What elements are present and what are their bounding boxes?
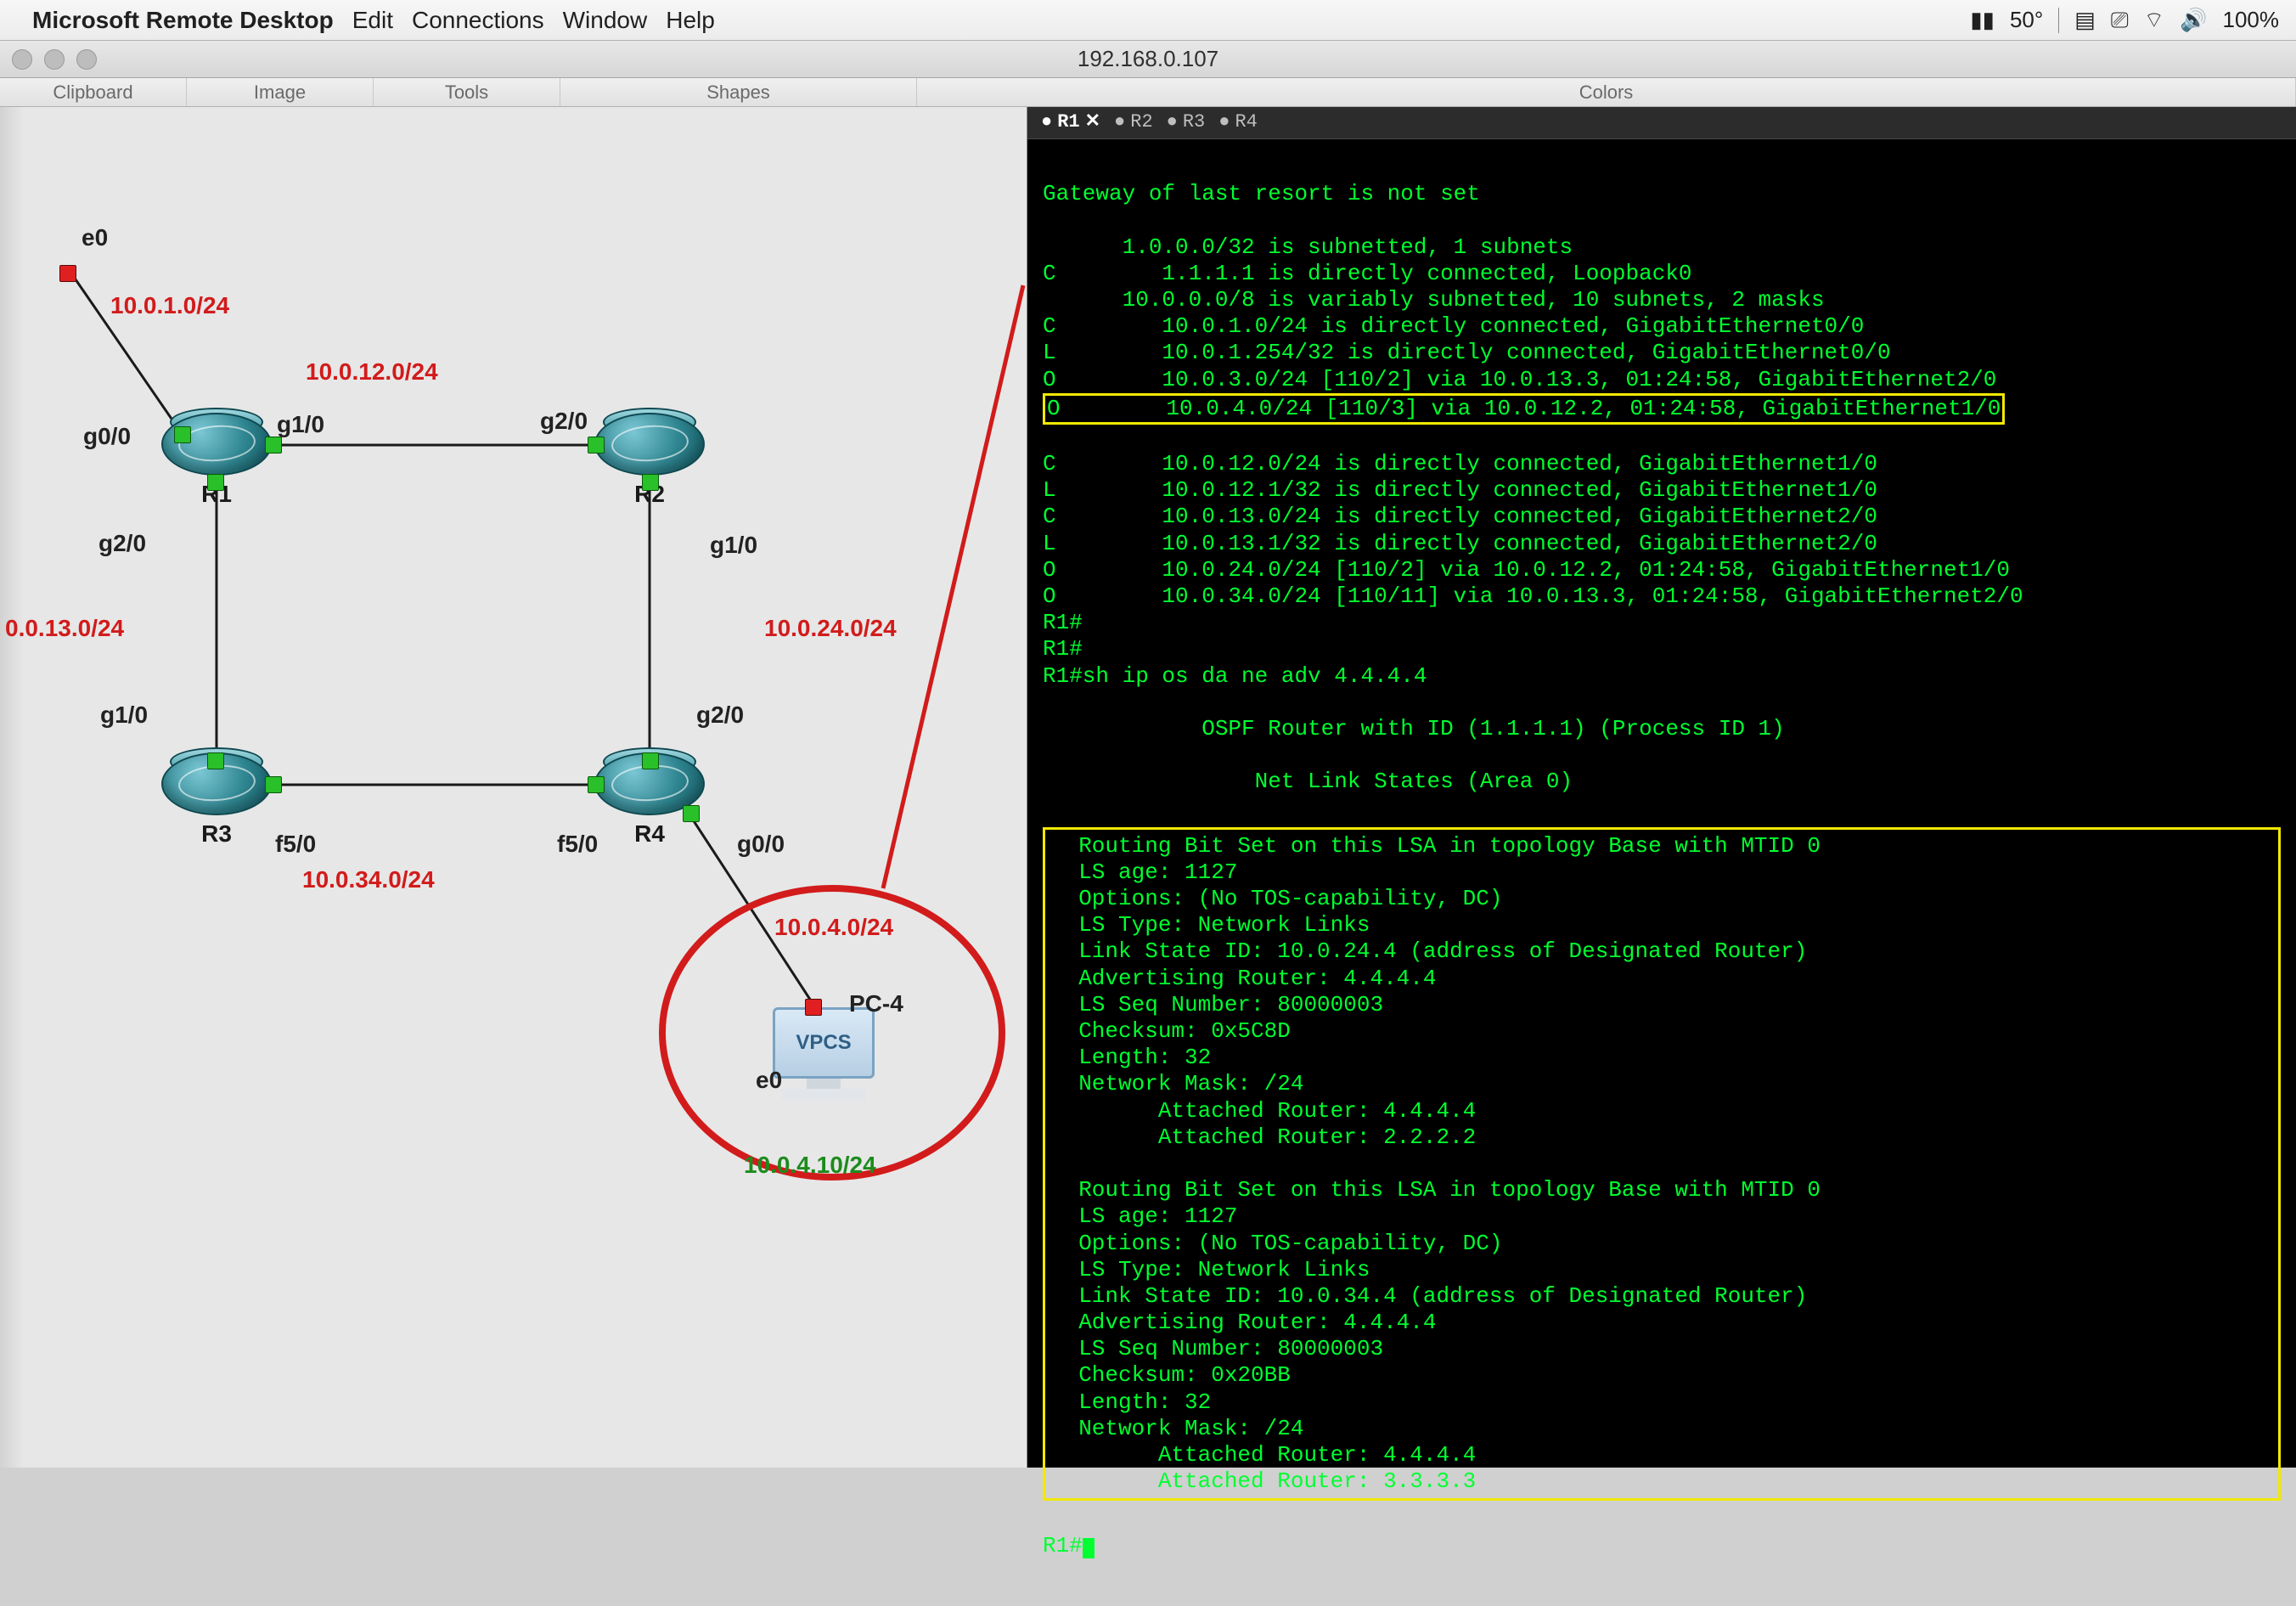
remote-toolstrip: Clipboard Image Tools Shapes Colors [0,78,2296,107]
port-dot [588,776,605,793]
port-dot [805,999,822,1016]
menu-help[interactable]: Help [666,7,715,34]
terminal-output: Gateway of last resort is not set 1.0.0.… [1027,143,2296,1606]
prompt: R1# [1043,1533,1083,1558]
tab-r4[interactable]: ● R4 [1218,111,1258,133]
port-dot [207,752,224,769]
topology-label: f5/0 [275,831,316,858]
topology-label: g1/0 [100,702,148,729]
topology-label: PC-4 [849,990,903,1017]
highlighted-route: O 10.0.4.0/24 [110/3] via 10.0.12.2, 01:… [1043,393,2005,425]
mac-menubar: Microsoft Remote Desktop Edit Connection… [0,0,2296,41]
terminal-pane[interactable]: ● R1 ✕ ● R2 ● R3 ● R4 Gateway of last re… [1027,107,2296,1468]
topology-canvas[interactable]: R1 R2 R3 R4 VPCS e010.0.1.0/2410.0.12.0/… [0,107,1027,1468]
topology-label: g0/0 [737,831,785,858]
volume-icon[interactable]: 🔊 [2180,7,2207,33]
topology-label: 0.0.13.0/24 [5,615,124,642]
port-dot [174,426,191,443]
tab-r3[interactable]: ● R3 [1167,111,1206,133]
menu-edit[interactable]: Edit [352,7,393,34]
topology-label: g2/0 [98,530,146,557]
remote-ip: 192.168.0.107 [1078,46,1218,72]
topology-label: 10.0.12.0/24 [306,358,438,386]
topology-label: e0 [756,1067,782,1094]
temp-readout: 50° [2010,7,2043,33]
topology-label: g0/0 [83,423,131,450]
display-icon[interactable]: ⎚ [2111,7,2129,34]
topology-label: 10.0.24.0/24 [764,615,897,642]
minimize-icon[interactable] [44,49,65,70]
topology-label: g2/0 [540,408,588,435]
router-r2[interactable]: R2 [594,413,705,508]
topology-label: 10.0.34.0/24 [302,866,435,893]
port-dot [683,805,700,822]
cursor [1083,1538,1095,1558]
divider [2058,8,2059,33]
topology-label: f5/0 [557,831,598,858]
toolstrip-tools[interactable]: Tools [374,78,560,106]
topology-label: e0 [82,224,108,251]
zoom-icon[interactable] [76,49,97,70]
lsa-output-box: Routing Bit Set on this LSA in topology … [1043,827,2281,1502]
topology-label: 10.0.1.0/24 [110,292,229,319]
app-name[interactable]: Microsoft Remote Desktop [32,7,334,34]
topology-label: 10.0.4.0/24 [774,914,893,941]
port-dot [588,437,605,454]
menubar-right: ▮▮ 50° ▤ ⎚ ⌔ 🔊 100% [1970,6,2279,34]
menu-window[interactable]: Window [563,7,648,34]
topology-label: 10.0.4.10/24 [744,1152,876,1179]
battery-text: 100% [2223,7,2280,33]
toolstrip-clipboard[interactable]: Clipboard [0,78,187,106]
tab-r2[interactable]: ● R2 [1114,111,1153,133]
content-area: R1 R2 R3 R4 VPCS e010.0.1.0/2410.0.12.0/… [0,107,2296,1468]
toolstrip-shapes[interactable]: Shapes [560,78,917,106]
port-dot [265,437,282,454]
wifi-icon[interactable]: ⌔ [2144,6,2164,34]
port-dot [642,474,659,491]
menu-connections[interactable]: Connections [412,7,544,34]
tab-r1[interactable]: ● R1 ✕ [1041,111,1100,133]
annotation-leader [883,285,1023,888]
topology-label: g2/0 [696,702,744,729]
close-icon[interactable] [12,49,32,70]
istats-icon[interactable]: ▮▮ [1970,7,1995,33]
port-dot [642,752,659,769]
pc-monitor: VPCS [773,1007,875,1079]
topology-label: g1/0 [277,411,324,438]
port-dot [207,474,224,491]
activity-icon[interactable]: ▤ [2074,7,2096,33]
terminal-tabs[interactable]: ● R1 ✕ ● R2 ● R3 ● R4 [1027,107,2296,139]
port-dot [265,776,282,793]
toolstrip-colors[interactable]: Colors [917,78,2296,106]
remote-window-title: 192.168.0.107 [0,41,2296,78]
toolstrip-image[interactable]: Image [187,78,374,106]
port-dot [59,265,76,282]
topology-label: g1/0 [710,532,757,559]
traffic-lights[interactable] [12,49,97,70]
